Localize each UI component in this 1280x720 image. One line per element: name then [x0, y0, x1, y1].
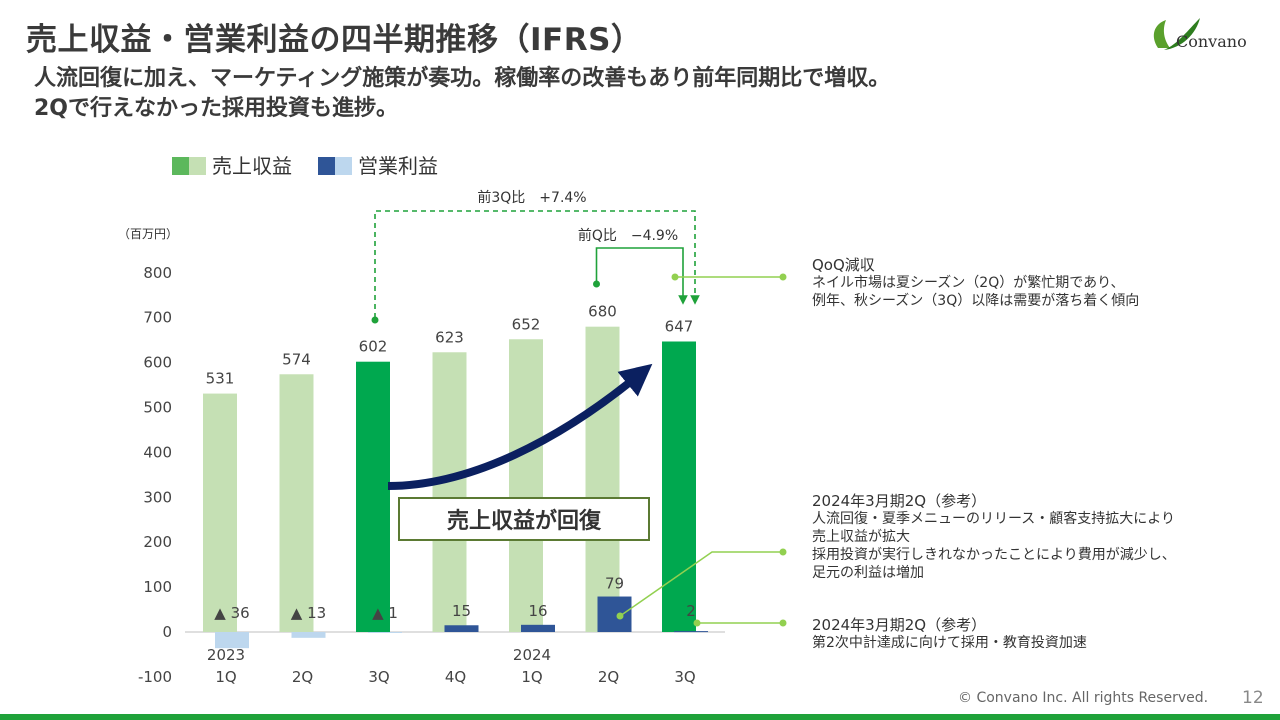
legend-profit-label: 営業利益 — [358, 154, 438, 178]
y-tick-label: 800 — [143, 264, 172, 282]
profit-value-label: 15 — [452, 602, 471, 620]
note-qoq-line-1: ネイル市場は夏シーズン（2Q）が繁忙期であり、 — [812, 275, 1125, 291]
x-category-label: 4Q — [445, 668, 466, 686]
page-number: 12 — [1242, 688, 1264, 708]
leaf-logo-icon — [1153, 18, 1200, 50]
profit-value-label: ▲ 36 — [214, 604, 249, 622]
qoq-bracket — [595, 247, 688, 305]
y-tick-label: 100 — [143, 578, 172, 596]
profit-value-label: 79 — [605, 575, 624, 593]
operating-profit-bar — [521, 624, 555, 632]
y-tick-label: 700 — [143, 309, 172, 327]
y-tick-label: 500 — [143, 399, 172, 417]
note-connector-dot — [779, 273, 787, 281]
operating-profit-bar — [444, 625, 479, 632]
note-2q-reference: 2024年3月期2Q（参考） 人流回復・夏季メニューのリリース・顧客支持拡大によ… — [812, 492, 1176, 582]
y-tick-label: 400 — [143, 443, 172, 461]
page-title: 売上収益・営業利益の四半期推移（IFRS） — [26, 22, 643, 58]
revenue-value-label: 623 — [435, 328, 464, 346]
profit-value-label: 2 — [686, 602, 696, 620]
trend-arrow — [387, 363, 653, 490]
y-tick-label: 600 — [143, 354, 172, 372]
revenue-value-label: 652 — [512, 315, 541, 333]
bottom-accent-bar — [0, 714, 1280, 720]
y-tick-label: 300 — [143, 488, 172, 506]
revenue-value-label: 531 — [206, 370, 235, 388]
operating-profit-bar — [215, 632, 249, 649]
qoq-label: 前Q比 −4.9% — [578, 227, 678, 244]
revenue-value-label: 680 — [588, 303, 617, 321]
legend-swatch-profit-dark — [318, 157, 335, 175]
unit-label: （百万円） — [118, 227, 178, 241]
note-connector-dot — [693, 619, 701, 627]
yoy-bracket-dot — [371, 316, 379, 324]
x-category-label: 1Q — [215, 668, 236, 686]
profit-value-label: ▲ 1 — [372, 604, 398, 622]
note-plan-reference: 2024年3月期2Q（参考） 第2次中計達成に向けて採用・教育投資加速 — [812, 616, 1087, 652]
logo-text: Convano — [1176, 32, 1247, 51]
revenue-bar — [585, 326, 620, 632]
revenue-bar — [279, 374, 314, 632]
y-tick-label: -100 — [138, 668, 172, 686]
subtitle-line-2: 2Qで行えなかった採用投資も進捗。 — [34, 96, 399, 121]
revenue-bar — [432, 352, 467, 632]
yoy-label: 前3Q比 +7.4% — [477, 189, 586, 206]
legend-swatch-profit-light — [335, 157, 352, 175]
trend-callout: 売上収益が回復 — [398, 497, 650, 541]
note-connector-dot — [779, 619, 787, 627]
x-category-label: 2Q — [598, 668, 619, 686]
copyright: © Convano Inc. All rights Reserved. — [958, 690, 1209, 706]
subtitle-line-1: 人流回復に加え、マーケティング施策が奏功。稼働率の改善もあり前年同期比で増収。 — [34, 66, 891, 91]
note-2q-line-3: 採用投資が実行しきれなかったことにより費用が減少し、 — [812, 547, 1176, 563]
legend-swatch-revenue-light — [189, 157, 206, 175]
note-2q-line-2: 売上収益が拡大 — [812, 529, 910, 545]
note-connector-dot — [779, 548, 787, 556]
note-qoq: QoQ減収 ネイル市場は夏シーズン（2Q）が繁忙期であり、 例年、秋シーズン（3… — [812, 256, 1139, 310]
operating-profit-bar — [291, 632, 326, 638]
revenue-bar — [356, 361, 390, 632]
profit-value-label: 16 — [528, 602, 547, 620]
legend-swatch-revenue-dark — [172, 157, 189, 175]
note-2q-line-4: 足元の利益は増加 — [812, 565, 924, 581]
x-category-label: 2Q — [292, 668, 313, 686]
note-connector-2q — [619, 551, 783, 617]
x-category-label: 1Q — [521, 668, 542, 686]
revenue-value-label: 602 — [359, 338, 388, 356]
operating-profit-bar — [597, 596, 632, 632]
legend-revenue: 売上収益 — [172, 150, 292, 179]
x-category-label: 3Q — [674, 668, 695, 686]
revenue-value-label: 574 — [282, 350, 311, 368]
legend-profit: 営業利益 — [318, 150, 438, 179]
operating-profit-bar — [368, 632, 402, 633]
note-2q-line-1: 人流回復・夏季メニューのリリース・顧客支持拡大により — [812, 511, 1176, 527]
note-plan-head: 2024年3月期2Q（参考） — [812, 616, 987, 634]
qoq-bracket-dot — [593, 280, 600, 288]
note-connector-dot — [671, 273, 679, 281]
note-qoq-head: QoQ減収 — [812, 256, 875, 274]
x-category-label: 3Q — [368, 668, 389, 686]
revenue-value-label: 647 — [665, 317, 694, 335]
revenue-bar — [509, 339, 543, 632]
revenue-bar — [662, 341, 696, 632]
x-year-label: 2024 — [513, 646, 551, 664]
legend-revenue-label: 売上収益 — [212, 154, 292, 178]
subtitle: 人流回復に加え、マーケティング施策が奏功。稼働率の改善もあり前年同期比で増収。 … — [34, 64, 890, 124]
y-tick-label: 200 — [143, 533, 172, 551]
note-2q-head: 2024年3月期2Q（参考） — [812, 492, 987, 510]
yoy-bracket — [374, 210, 700, 318]
operating-profit-bar — [674, 631, 708, 633]
profit-value-label: ▲ 13 — [291, 604, 326, 622]
note-plan-line-1: 第2次中計達成に向けて採用・教育投資加速 — [812, 635, 1087, 651]
x-year-label: 2023 — [207, 646, 245, 664]
revenue-bar — [203, 393, 237, 632]
note-connector-dot — [616, 612, 624, 620]
y-tick-label: 0 — [162, 623, 172, 641]
note-qoq-line-2: 例年、秋シーズン（3Q）以降は需要が落ち着く傾向 — [812, 293, 1140, 309]
